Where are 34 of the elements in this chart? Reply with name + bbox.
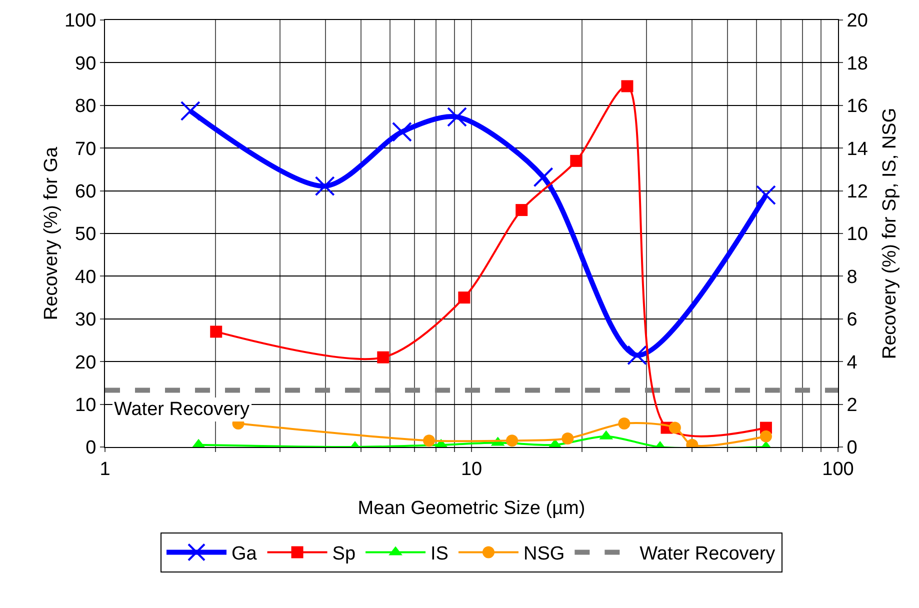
legend-label: Water Recovery bbox=[640, 544, 776, 565]
y-axis-title: Recovery (%) for Ga bbox=[41, 146, 62, 320]
y2-tick-label: 10 bbox=[846, 224, 868, 246]
x-axis-title: Mean Geometric Size (µm) bbox=[358, 498, 586, 519]
y2-tick-label: 2 bbox=[846, 394, 858, 416]
y-tick-label: 40 bbox=[75, 266, 96, 288]
y-tick-label: 90 bbox=[75, 53, 96, 74]
legend-label: Ga bbox=[232, 544, 258, 565]
y-tick-label: 60 bbox=[75, 181, 96, 202]
y2-tick-label: 12 bbox=[846, 181, 868, 202]
legend-label: Sp bbox=[332, 544, 356, 565]
y-tick-label: 100 bbox=[64, 10, 96, 32]
y-tick-label: 10 bbox=[75, 394, 96, 416]
y2-tick-label: 6 bbox=[846, 310, 858, 331]
x-tick-label: 10 bbox=[460, 458, 482, 480]
legend-label: IS bbox=[430, 544, 448, 565]
y-tick-label: 20 bbox=[75, 352, 96, 374]
y2-tick-label: 4 bbox=[846, 352, 858, 374]
annotation: Water Recovery bbox=[114, 399, 250, 420]
y2-tick-label: 8 bbox=[846, 266, 858, 288]
x-tick-label: 100 bbox=[822, 458, 854, 480]
y2-tick-label: 16 bbox=[846, 96, 868, 118]
y2-tick-label: 20 bbox=[846, 10, 868, 32]
y2-tick-label: 0 bbox=[846, 438, 858, 459]
y2-axis-title: Recovery (%) for Sp, IS, NSG bbox=[880, 108, 900, 360]
x-tick-label: 1 bbox=[100, 458, 110, 480]
y-tick-label: 0 bbox=[86, 438, 96, 459]
y-tick-label: 50 bbox=[75, 224, 96, 246]
y2-tick-label: 18 bbox=[846, 53, 868, 74]
y-tick-label: 30 bbox=[75, 310, 96, 331]
legend-label: NSG bbox=[523, 544, 565, 565]
y-tick-label: 80 bbox=[75, 96, 96, 118]
y2-tick-label: 14 bbox=[846, 138, 868, 160]
y-tick-label: 70 bbox=[75, 138, 96, 160]
